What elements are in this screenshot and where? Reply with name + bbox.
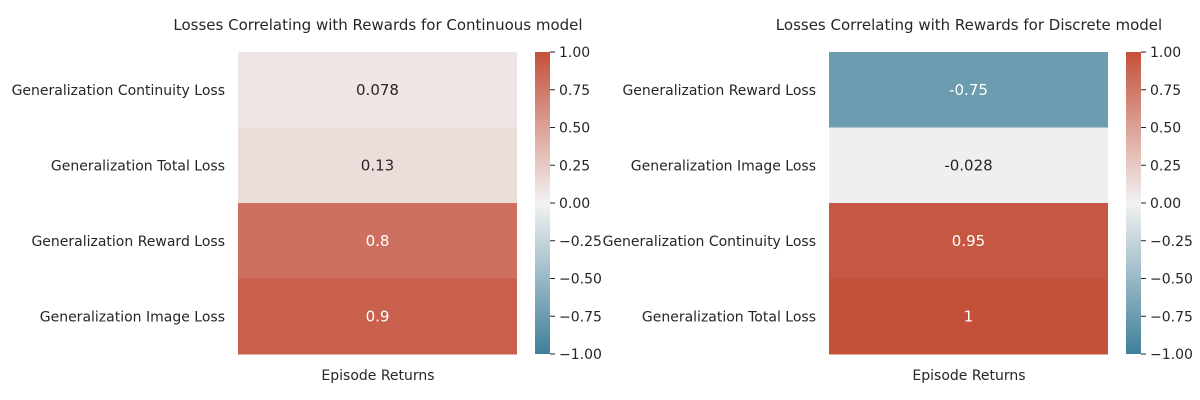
continuous-heatmap-panel: Losses Correlating with Rewards for Cont… bbox=[12, 16, 602, 384]
colorbar-tick-label: −0.50 bbox=[559, 272, 602, 288]
row-label: Generalization Reward Loss bbox=[31, 234, 225, 250]
colorbar-tick-label: −0.25 bbox=[559, 234, 602, 250]
colorbar-tick-label: −1.00 bbox=[1150, 347, 1193, 363]
colorbar-tick-label: 0.75 bbox=[1150, 83, 1181, 99]
colorbar-tick-label: 0.00 bbox=[1150, 196, 1181, 212]
heatmap-cell bbox=[829, 52, 1108, 128]
colorbar bbox=[535, 52, 550, 354]
row-label: Generalization Image Loss bbox=[40, 309, 225, 325]
row-label: Generalization Total Loss bbox=[642, 309, 816, 325]
colorbar-ticks: 1.00 0.75 0.50 0.25 0.00 −0.25 −0.50 −0.75 −1.00 bbox=[550, 45, 602, 363]
colorbar-tick-label: 0.50 bbox=[1150, 121, 1181, 137]
colorbar-tick-label: −0.25 bbox=[1150, 234, 1193, 250]
heatmap-cell bbox=[829, 127, 1108, 204]
colorbar-tick-label: −0.75 bbox=[559, 309, 602, 325]
heatmap-cell bbox=[238, 278, 517, 355]
chart-title: Losses Correlating with Rewards for Cont… bbox=[173, 16, 582, 34]
discrete-heatmap-panel: Losses Correlating with Rewards for Disc… bbox=[603, 16, 1193, 384]
colorbar-tick-label: 0.25 bbox=[559, 158, 590, 174]
colorbar-tick-label: 1.00 bbox=[1150, 45, 1181, 61]
heatmap-cell bbox=[238, 52, 517, 128]
colorbar-tick-label: 0.25 bbox=[1150, 158, 1181, 174]
colorbar-tick-label: 0.75 bbox=[559, 83, 590, 99]
colorbar-ticks: 1.00 0.75 0.50 0.25 0.00 −0.25 −0.50 −0.75 −1.00 bbox=[1141, 45, 1193, 363]
row-labels: Generalization Reward Loss Generalization… bbox=[603, 83, 816, 326]
x-axis-label: Episode Returns bbox=[321, 368, 434, 384]
row-label: Generalization Continuity Loss bbox=[603, 234, 816, 250]
colorbar-tick-label: −1.00 bbox=[559, 347, 602, 363]
heatmap-cell bbox=[238, 203, 517, 279]
heatmap-cell bbox=[238, 127, 517, 204]
cell-value-label: -0.75 bbox=[949, 81, 988, 99]
cell-value-label: 0.078 bbox=[356, 81, 399, 99]
cell-value-label: 1 bbox=[964, 307, 974, 325]
heatmap-cell bbox=[829, 278, 1108, 355]
x-axis-label: Episode Returns bbox=[912, 368, 1025, 384]
heatmap-cell bbox=[829, 203, 1108, 279]
colorbar-tick-label: −0.50 bbox=[1150, 272, 1193, 288]
heatmap-cells: -0.75 -0.028 0.95 1 bbox=[829, 52, 1108, 355]
colorbar-tick-label: −0.75 bbox=[1150, 309, 1193, 325]
cell-value-label: 0.9 bbox=[366, 307, 390, 325]
heatmap-cells: 0.078 0.13 0.8 0.9 bbox=[238, 52, 517, 355]
row-labels: Generalization Continuity Loss Generaliza… bbox=[12, 83, 225, 326]
colorbar-tick-label: 0.50 bbox=[559, 121, 590, 137]
colorbar-tick-label: 1.00 bbox=[559, 45, 590, 61]
cell-value-label: 0.8 bbox=[366, 232, 390, 250]
colorbar bbox=[1126, 52, 1141, 354]
cell-value-label: 0.13 bbox=[361, 156, 394, 174]
cell-value-label: -0.028 bbox=[944, 156, 992, 174]
chart-title: Losses Correlating with Rewards for Disc… bbox=[776, 16, 1162, 34]
row-label: Generalization Image Loss bbox=[631, 158, 816, 174]
cell-value-label: 0.95 bbox=[952, 232, 985, 250]
colorbar-tick-label: 0.00 bbox=[559, 196, 590, 212]
row-label: Generalization Reward Loss bbox=[622, 83, 816, 99]
row-label: Generalization Continuity Loss bbox=[12, 83, 225, 99]
row-label: Generalization Total Loss bbox=[51, 158, 225, 174]
